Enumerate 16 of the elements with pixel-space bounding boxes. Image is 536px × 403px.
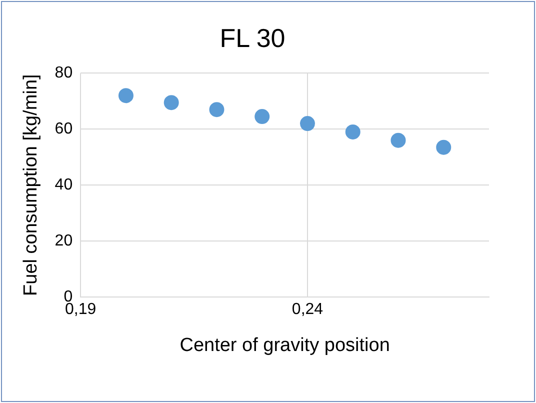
- y-axis-title: Fuel consumption [kg/min]: [20, 74, 42, 296]
- point: [209, 102, 224, 118]
- x-axis-title: Center of gravity position: [180, 334, 390, 356]
- point: [345, 124, 360, 140]
- chart-title: FL 30: [220, 22, 286, 53]
- y-tick-label: 80: [54, 64, 73, 82]
- point: [254, 109, 270, 124]
- y-tick-label: 40: [54, 176, 73, 194]
- point: [436, 140, 452, 155]
- point: [118, 88, 134, 104]
- point: [390, 132, 406, 148]
- y-tick-label: 60: [54, 120, 73, 138]
- point: [164, 95, 179, 110]
- y-tick-label: 20: [54, 232, 73, 250]
- x-tick-label: 0,24: [292, 301, 324, 318]
- point: [300, 116, 315, 132]
